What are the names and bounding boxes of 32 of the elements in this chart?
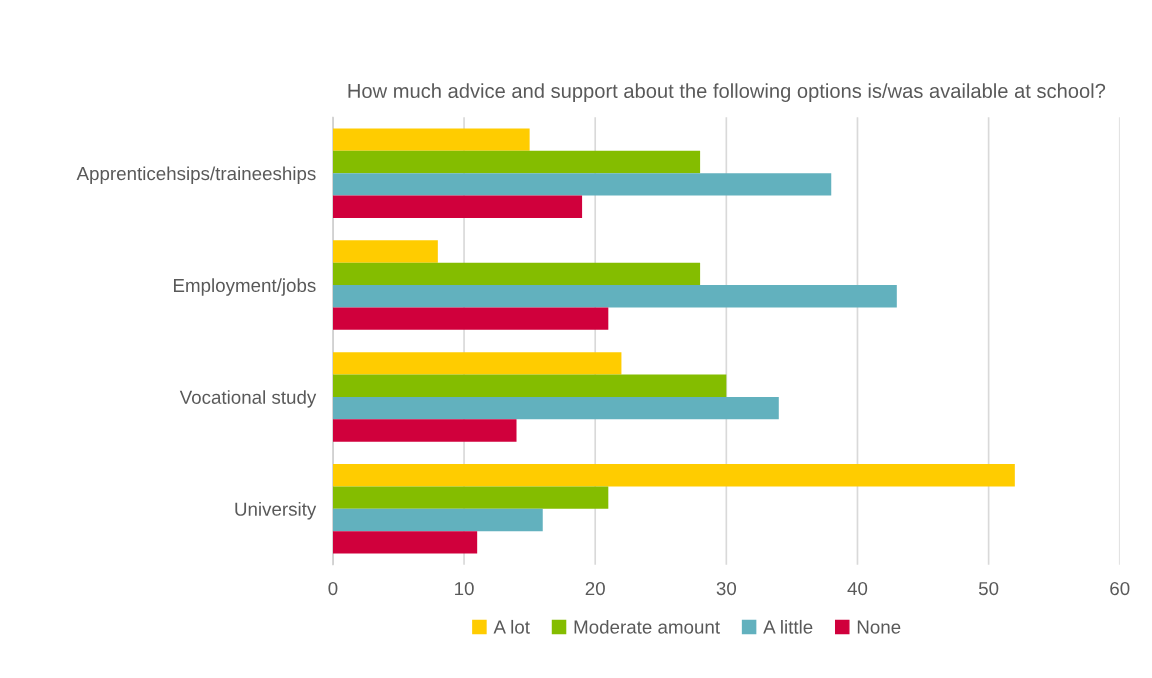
bar [332,240,438,263]
x-tick-label: 20 [585,581,605,596]
bar [332,374,727,397]
bar [332,128,530,151]
bar [332,285,897,308]
bar [332,396,779,420]
bar [332,531,478,554]
x-tick-label: 10 [455,581,474,596]
y-tick-label: Vocational study [179,390,317,408]
bar [332,307,609,330]
x-tick-label: 50 [978,581,999,596]
legend-label: Moderate amount [574,619,720,634]
bar [332,352,622,375]
x-tick-label: 30 [716,581,737,596]
bar [332,195,583,218]
x-tick-label: 60 [1110,581,1130,596]
y-tick-label: Employment/jobs [174,278,316,296]
chart-title: How much advice and support about the following options is/was available at school? [348,83,1106,103]
legend-label: A little [763,619,813,634]
legend-label: None [857,620,901,634]
legend-label: A lot [493,619,530,634]
x-tick-label: 40 [847,581,868,596]
y-tick-label: Apprenticehsips/traineeships [76,166,316,184]
bar [332,150,701,174]
y-tick-label: University [235,502,317,520]
bar [332,173,832,196]
x-tick-label: 0 [328,581,338,596]
bar [332,262,701,286]
bar [332,464,1015,487]
bar [332,419,517,442]
bar [332,486,609,509]
bar [332,508,543,532]
